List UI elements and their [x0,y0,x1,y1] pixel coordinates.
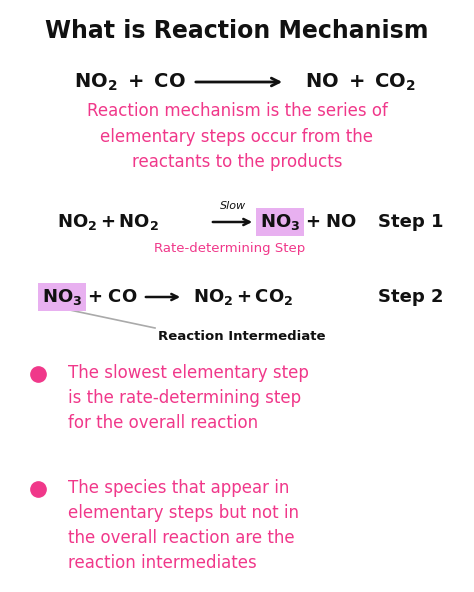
Text: $\mathbf{NO_3}$: $\mathbf{NO_3}$ [42,287,82,307]
Text: $\mathbf{NO\ +\ CO_2}$: $\mathbf{NO\ +\ CO_2}$ [304,72,416,93]
Text: Reaction Intermediate: Reaction Intermediate [158,330,326,343]
Text: $\mathbf{NO_2 + CO_2}$: $\mathbf{NO_2 + CO_2}$ [193,287,293,307]
Text: Rate-determining Step: Rate-determining Step [155,242,306,255]
Text: $\mathbf{NO_2 + NO_2}$: $\mathbf{NO_2 + NO_2}$ [57,212,159,232]
Text: $\mathbf{+\ NO}$: $\mathbf{+\ NO}$ [305,213,357,231]
Text: $\mathbf{NO_2}$$\mathbf{\ +\ CO}$: $\mathbf{NO_2}$$\mathbf{\ +\ CO}$ [74,72,186,93]
Text: What is Reaction Mechanism: What is Reaction Mechanism [45,19,429,43]
Text: $\mathbf{NO_3}$: $\mathbf{NO_3}$ [260,212,301,232]
Text: $\mathbf{+\ CO}$: $\mathbf{+\ CO}$ [87,288,137,306]
Text: Slow: Slow [220,201,246,211]
Text: The slowest elementary step
is the rate-determining step
for the overall reactio: The slowest elementary step is the rate-… [68,364,309,432]
Text: Step 2: Step 2 [378,288,444,306]
Text: Step 1: Step 1 [378,213,444,231]
Text: Reaction mechanism is the series of
elementary steps occur from the
reactants to: Reaction mechanism is the series of elem… [87,102,387,172]
Text: The species that appear in
elementary steps but not in
the overall reaction are : The species that appear in elementary st… [68,479,299,572]
